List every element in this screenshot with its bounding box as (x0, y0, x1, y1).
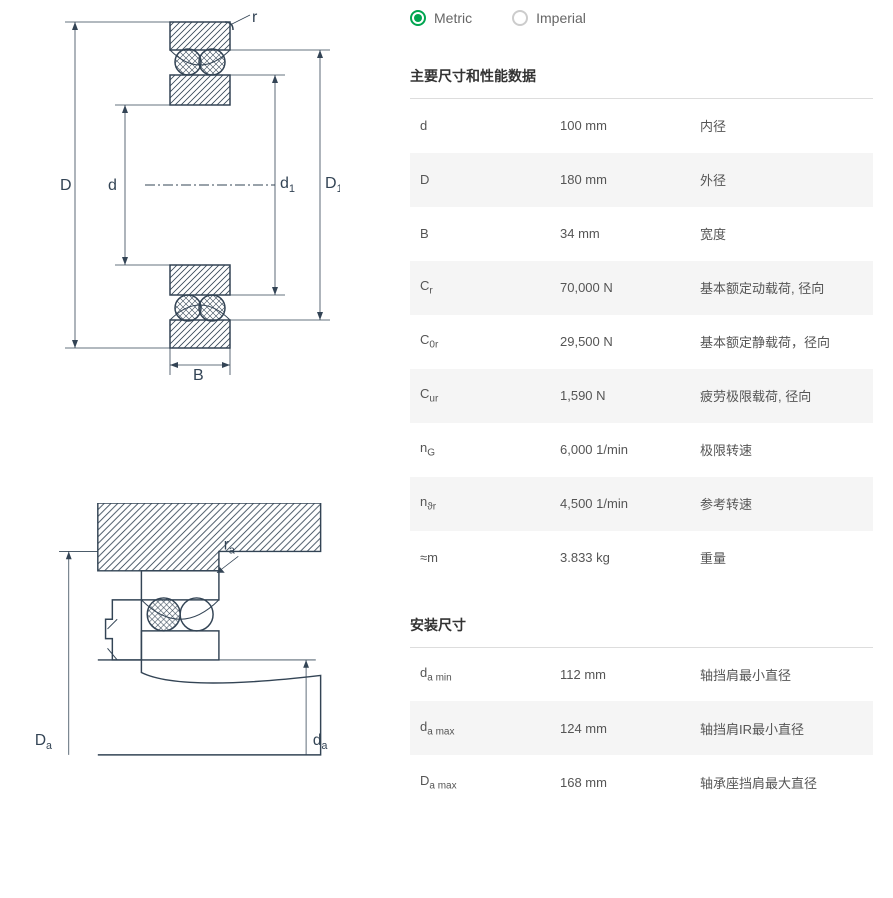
spec-symbol: da max (410, 701, 550, 755)
radio-label: Imperial (536, 10, 586, 26)
bearing-main-diagram: D d d1 D1 (30, 10, 340, 383)
spec-description: 轴挡肩最小直径 (690, 647, 873, 701)
spec-symbol: Cr (410, 261, 550, 315)
spec-symbol: d (410, 99, 550, 153)
spec-value: 1,590 N (550, 369, 690, 423)
dim-label-D: D (60, 177, 72, 194)
diagrams-column: D d d1 D1 (0, 0, 370, 898)
spec-value: 70,000 N (550, 261, 690, 315)
table-row: B34 mm宽度 (410, 207, 873, 261)
spec-description: 极限转速 (690, 423, 873, 477)
table-row: ≈m3.833 kg重量 (410, 531, 873, 585)
spec-value: 3.833 kg (550, 531, 690, 585)
table-row: da max124 mm轴挡肩IR最小直径 (410, 701, 873, 755)
spec-description: 外径 (690, 153, 873, 207)
spec-value: 168 mm (550, 755, 690, 809)
radio-label: Metric (434, 10, 472, 26)
spec-description: 参考转速 (690, 477, 873, 531)
section-title-mounting: 安装尺寸 (410, 615, 873, 635)
table-row: Da max168 mm轴承座挡肩最大直径 (410, 755, 873, 809)
spec-description: 宽度 (690, 207, 873, 261)
spec-value: 112 mm (550, 647, 690, 701)
unit-selector: Metric Imperial (410, 10, 873, 26)
spec-symbol: ≈m (410, 531, 550, 585)
spec-value: 29,500 N (550, 315, 690, 369)
svg-text:D1: D1 (325, 175, 340, 195)
spec-value: 180 mm (550, 153, 690, 207)
spec-description: 内径 (690, 99, 873, 153)
spec-description: 轴承座挡肩最大直径 (690, 755, 873, 809)
spec-symbol: nG (410, 423, 550, 477)
svg-text:da: da (313, 732, 328, 752)
table-row: D180 mm外径 (410, 153, 873, 207)
spec-symbol: Da max (410, 755, 550, 809)
spec-symbol: nϑr (410, 477, 550, 531)
dim-label-d: d (108, 177, 117, 194)
spec-symbol: Cur (410, 369, 550, 423)
svg-text:d1: d1 (280, 175, 295, 195)
spec-symbol: B (410, 207, 550, 261)
section-title-main: 主要尺寸和性能数据 (410, 66, 873, 86)
spec-description: 基本额定静载荷，径向 (690, 315, 873, 369)
spec-description: 重量 (690, 531, 873, 585)
table-row: nϑr4,500 1/min参考转速 (410, 477, 873, 531)
dim-label-B: B (193, 367, 204, 380)
mounting-specs-table: da min112 mm轴挡肩最小直径da max124 mm轴挡肩IR最小直径… (410, 647, 873, 810)
spec-value: 34 mm (550, 207, 690, 261)
table-row: nG6,000 1/min极限转速 (410, 423, 873, 477)
spec-symbol: da min (410, 647, 550, 701)
table-row: C0r29,500 N基本额定静载荷，径向 (410, 315, 873, 369)
spec-value: 6,000 1/min (550, 423, 690, 477)
radio-icon (410, 10, 426, 26)
radio-metric[interactable]: Metric (410, 10, 472, 26)
dim-label-r: r (252, 10, 258, 26)
spec-description: 疲劳极限载荷, 径向 (690, 369, 873, 423)
spec-value: 100 mm (550, 99, 690, 153)
specs-column: Metric Imperial 主要尺寸和性能数据 d100 mm内径D180 … (370, 0, 893, 898)
spec-value: 4,500 1/min (550, 477, 690, 531)
spec-description: 轴挡肩IR最小直径 (690, 701, 873, 755)
table-row: d100 mm内径 (410, 99, 873, 153)
spec-symbol: C0r (410, 315, 550, 369)
spec-value: 124 mm (550, 701, 690, 755)
bearing-mounting-diagram: ra Da da (30, 503, 340, 768)
spec-description: 基本额定动载荷, 径向 (690, 261, 873, 315)
table-row: da min112 mm轴挡肩最小直径 (410, 647, 873, 701)
svg-text:Da: Da (35, 732, 52, 752)
spec-symbol: D (410, 153, 550, 207)
table-row: Cur1,590 N疲劳极限载荷, 径向 (410, 369, 873, 423)
radio-imperial[interactable]: Imperial (512, 10, 586, 26)
main-specs-table: d100 mm内径D180 mm外径B34 mm宽度Cr70,000 N基本额定… (410, 98, 873, 585)
radio-icon (512, 10, 528, 26)
table-row: Cr70,000 N基本额定动载荷, 径向 (410, 261, 873, 315)
